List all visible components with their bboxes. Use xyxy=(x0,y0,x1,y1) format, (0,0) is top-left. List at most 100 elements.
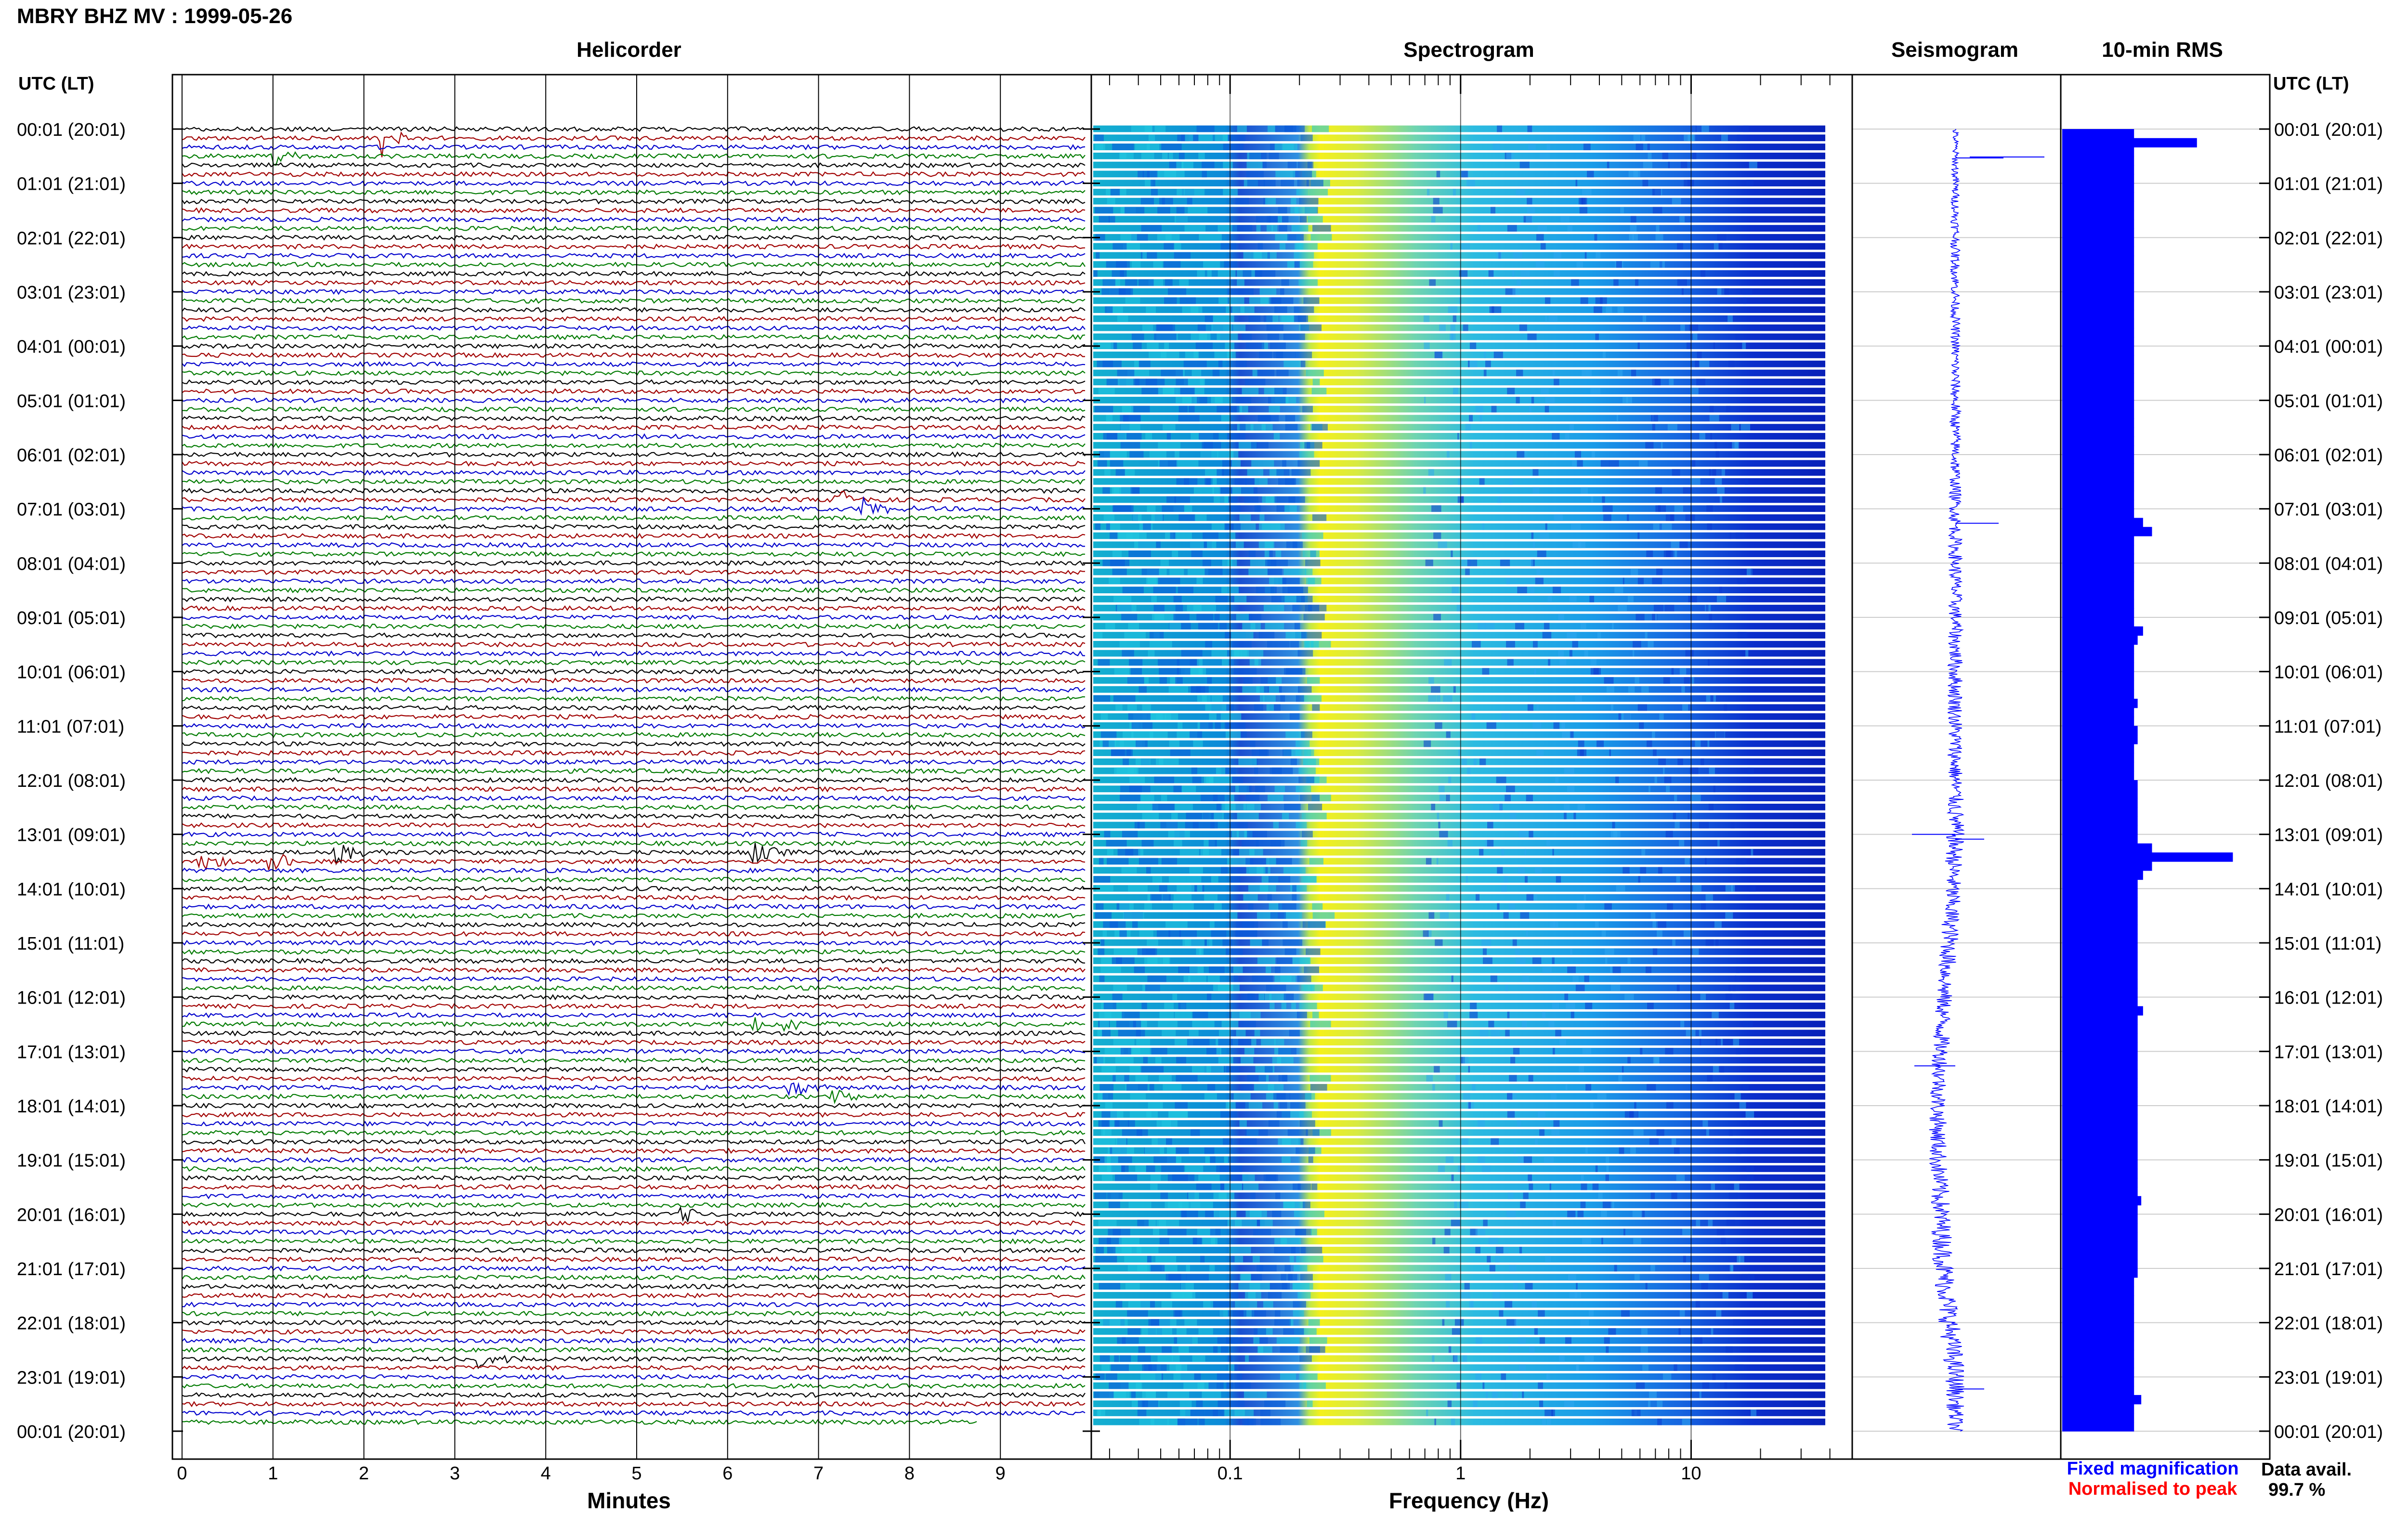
spectrogram-cell xyxy=(1582,189,1592,196)
spectrogram-cell xyxy=(1743,297,1746,304)
spectrogram-cell xyxy=(1546,840,1550,847)
spectrogram-cell xyxy=(1439,795,1446,801)
spectrogram-cell xyxy=(1280,695,1285,702)
spectrogram-cell xyxy=(1531,396,1534,404)
helicorder-trace xyxy=(182,406,1086,413)
spectrogram-cell xyxy=(1601,1238,1603,1245)
helicorder-trace xyxy=(182,949,1086,955)
helicorder-trace xyxy=(182,777,1086,783)
spectrogram-cell xyxy=(1491,1030,1500,1037)
rms-bar xyxy=(2062,165,2134,175)
spectrogram-row xyxy=(1093,451,1825,458)
rms-bar xyxy=(2062,898,2138,907)
spectrogram-cell xyxy=(1161,369,1183,377)
spectrogram-cell xyxy=(1552,848,1554,856)
rms-bar xyxy=(2062,816,2138,826)
spectrogram-cell xyxy=(1688,596,1697,602)
rms-bar xyxy=(2062,310,2134,319)
spectrogram-cell xyxy=(1183,975,1191,982)
spectrogram-cell xyxy=(1609,749,1611,757)
spectrogram-cell xyxy=(1198,1174,1220,1181)
spectrogram-cell xyxy=(1137,1219,1149,1227)
spectrogram-cell xyxy=(1163,957,1169,964)
spectrogram-cell xyxy=(1287,1274,1297,1281)
rms-bar xyxy=(2062,210,2134,220)
spectrogram-cell xyxy=(1174,496,1190,503)
spectrogram-cell xyxy=(1301,812,1307,820)
spectrogram-cell xyxy=(1205,640,1213,648)
spectrogram-cell xyxy=(1266,1174,1277,1181)
spectrogram-cell xyxy=(1279,1102,1287,1109)
spectrogram-cell xyxy=(1552,1219,1556,1227)
spectrogram-cell xyxy=(1132,261,1141,268)
spectrogram-row xyxy=(1093,1011,1825,1018)
spectrogram-cell xyxy=(1627,957,1631,964)
helicorder-trace xyxy=(182,1401,1086,1408)
spectrogram-cell xyxy=(1592,1183,1599,1190)
spectrogram-cell xyxy=(1163,894,1171,901)
spectrogram-cell xyxy=(1156,930,1171,937)
spectrogram-cell xyxy=(1284,668,1306,675)
spectrogram-cell xyxy=(1306,1210,1324,1217)
spectrogram-cell xyxy=(1243,1391,1267,1398)
spectrogram-cell xyxy=(1605,957,1608,964)
spectrogram-cell xyxy=(1506,1210,1516,1217)
spectrogram-cell xyxy=(1237,405,1243,413)
rms-bar xyxy=(2062,1150,2138,1161)
spectrogram-cell xyxy=(1218,360,1223,367)
spectrogram-cell xyxy=(1269,993,1286,1001)
spectrogram-cell xyxy=(1737,134,1741,142)
spectrogram-cell xyxy=(1157,1355,1173,1362)
spectrogram-cell xyxy=(1217,451,1239,458)
spectrogram-cell xyxy=(1185,939,1191,946)
rms-bar xyxy=(2062,581,2134,591)
spectrogram-cell xyxy=(1454,1201,1457,1208)
spectrogram-cell xyxy=(1446,731,1451,738)
spectrogram-cell xyxy=(1112,270,1127,277)
spectrogram-cell xyxy=(1265,623,1284,630)
spectrogram-cell xyxy=(1648,640,1654,648)
data-avail-value: 99.7 % xyxy=(2268,1480,2325,1500)
spectrogram-cell xyxy=(1463,1057,1469,1064)
spectrogram-cell xyxy=(1119,189,1126,196)
spectrogram-cell xyxy=(1451,1418,1455,1425)
spectrogram-cell xyxy=(1455,1075,1461,1082)
helicorder-trace xyxy=(182,1148,1086,1154)
spectrogram-cell xyxy=(1720,1066,1725,1073)
legend-normalised-to-peak: Normalised to peak xyxy=(2068,1479,2238,1499)
spectrogram-cell xyxy=(1580,297,1588,304)
rms-bar xyxy=(2062,653,2134,663)
spectrogram-cell xyxy=(1224,496,1229,503)
spectrogram-cell xyxy=(1115,1120,1129,1127)
spectrogram-cell xyxy=(1642,315,1647,322)
spectrogram-cell xyxy=(1159,668,1179,675)
spectrogram-cell xyxy=(1499,1310,1504,1317)
spectrogram-cell xyxy=(1235,1301,1257,1308)
spectrogram-cell xyxy=(1294,261,1300,268)
spectrogram-cell xyxy=(1186,1265,1190,1272)
spectrogram-cell xyxy=(1308,803,1322,810)
spectrogram-cell xyxy=(1612,966,1621,973)
spectrogram-cell xyxy=(1570,424,1574,431)
spectrogram-cell xyxy=(1751,568,1754,575)
spectrogram-cell xyxy=(1445,1156,1454,1163)
spectrogram-cell xyxy=(1193,487,1214,494)
spectrogram-cell xyxy=(1279,225,1287,232)
helicorder-trace xyxy=(182,1184,1086,1190)
spectrogram-cell xyxy=(1159,1319,1177,1326)
rms-bar xyxy=(2062,1223,2138,1233)
spectrogram-cell xyxy=(1679,1310,1685,1317)
spectrogram-cell xyxy=(1123,243,1140,250)
spectrogram-cell xyxy=(1106,523,1110,530)
spectrogram-cell xyxy=(1268,1084,1284,1091)
spectrogram-cell xyxy=(1431,803,1436,810)
spectrogram-cell xyxy=(1131,1391,1136,1398)
spectrogram-cell xyxy=(1729,1192,1738,1200)
spectrogram-row xyxy=(1093,894,1825,901)
spectrogram-cell xyxy=(1193,352,1198,358)
rms-bar xyxy=(2062,1114,2138,1124)
spectrogram-cell xyxy=(1530,559,1533,566)
spectrogram-cell xyxy=(1281,180,1294,187)
rms-bar xyxy=(2062,617,2134,627)
spectrogram-cell xyxy=(1169,568,1184,575)
